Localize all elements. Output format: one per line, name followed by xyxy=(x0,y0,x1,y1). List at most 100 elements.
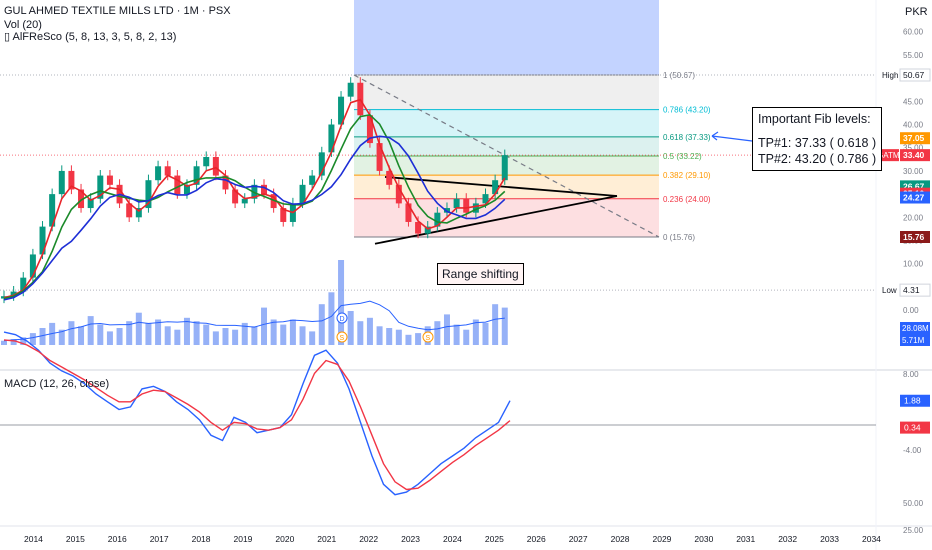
candle-body xyxy=(434,212,441,227)
volume-bar xyxy=(232,329,239,345)
volume-bar xyxy=(212,331,219,345)
note-arrow-head xyxy=(711,131,719,141)
candle-body xyxy=(309,175,316,185)
time-tick-label: 2025 xyxy=(485,534,504,544)
fib-label-0.5: 0.5 (33.22) xyxy=(663,152,702,161)
volume-tag-bg xyxy=(900,322,930,334)
volume-bar xyxy=(183,317,190,345)
candle-body xyxy=(472,203,479,213)
macd-axis-label: 8.00 xyxy=(903,370,919,379)
candle-body xyxy=(366,115,373,144)
volume-bar xyxy=(463,329,470,345)
time-tick-label: 2023 xyxy=(401,534,420,544)
time-tick-label: 2029 xyxy=(653,534,672,544)
candle-body xyxy=(58,170,65,195)
candle-body xyxy=(328,124,335,153)
candle-body xyxy=(280,208,287,222)
volume-bar xyxy=(39,328,46,345)
price-tag-value: 26.67 xyxy=(903,181,925,191)
range-shifting-note: Range shifting xyxy=(437,263,524,285)
price-tick-label: 10.00 xyxy=(903,260,924,269)
candle-body xyxy=(97,175,104,199)
fib-zone-1 xyxy=(354,75,659,110)
macd-line xyxy=(3,331,511,496)
candle-body xyxy=(164,166,171,176)
volume-bar xyxy=(395,329,402,345)
note-arrow-line xyxy=(711,135,753,142)
price-tag-value: 37.05 xyxy=(903,133,925,143)
fib-label-1: 1 (50.67) xyxy=(663,71,695,80)
volume-bar xyxy=(87,316,94,345)
time-tick-label: 2014 xyxy=(24,534,43,544)
time-tick-label: 2027 xyxy=(569,534,588,544)
price-tag-bg xyxy=(899,283,931,297)
macd-value-tag-bg xyxy=(900,394,930,407)
ma-mid-green xyxy=(3,113,506,300)
candle-body xyxy=(203,156,210,167)
candle-body xyxy=(463,198,470,213)
macd-axis-label: 25.00 xyxy=(903,526,924,535)
event-marker-letter: D xyxy=(340,316,345,323)
candle-body xyxy=(174,175,181,195)
signal-value-tag-bg xyxy=(900,421,930,434)
candle-body xyxy=(338,96,345,125)
volume-bar xyxy=(434,321,441,345)
candle-body xyxy=(106,175,113,185)
fib-levels-note: Important Fib levels: TP#1: 37.33 ( 0.618… xyxy=(752,107,883,171)
time-tick-label: 2028 xyxy=(611,534,630,544)
candle-body xyxy=(68,170,75,190)
volume-bar xyxy=(241,322,248,345)
candle-body xyxy=(212,156,219,176)
candle-body xyxy=(126,203,133,218)
event-marker-icon xyxy=(336,331,348,343)
volume-bar xyxy=(453,324,460,345)
price-tick-label: 40.00 xyxy=(903,121,924,130)
time-tick-label: 2018 xyxy=(192,534,211,544)
volume-bar xyxy=(280,324,287,345)
volume-bar xyxy=(482,322,489,345)
price-tag-value: 33.40 xyxy=(903,150,925,160)
event-marker-icon xyxy=(422,331,434,343)
volume-bar xyxy=(116,328,123,345)
volume-bar xyxy=(443,314,450,345)
signal-value-tag: 0.34 xyxy=(904,423,921,433)
fib-zone-0.618 xyxy=(354,136,659,156)
price-tick-label: 30.00 xyxy=(903,167,924,176)
candle-body xyxy=(145,180,152,209)
volume-bar xyxy=(155,319,162,345)
volume-bar xyxy=(338,260,345,345)
alfresco-indicator-name: AlFReSco (5, 8, 13, 3, 5, 8, 2, 13) xyxy=(12,31,177,43)
volume-bar xyxy=(97,324,104,345)
macd-indicator-label[interactable]: MACD (12, 26, close) xyxy=(4,378,110,390)
fib-zone-0.786 xyxy=(354,109,659,137)
time-tick-label: 2019 xyxy=(234,534,253,544)
volume-bar xyxy=(10,339,17,345)
price-tag-bg xyxy=(900,132,930,145)
candle-body xyxy=(405,203,412,222)
volume-bar xyxy=(68,321,75,345)
candle-body xyxy=(482,194,489,204)
volume-bar xyxy=(106,331,113,345)
price-tag-value: 15.76 xyxy=(903,232,925,242)
volume-bar xyxy=(376,326,383,345)
time-tick-label: 2022 xyxy=(359,534,378,544)
time-tick-label: 2031 xyxy=(736,534,755,544)
candle-body xyxy=(443,208,450,213)
candle-body xyxy=(155,166,162,181)
time-tick-label: 2021 xyxy=(317,534,336,544)
alfresco-indicator-label[interactable]: ▯ AlFReSco (5, 8, 13, 3, 5, 8, 2, 13) xyxy=(4,31,176,44)
price-tick-label: 45.00 xyxy=(903,97,924,106)
candle-body xyxy=(39,226,46,255)
candle-body xyxy=(261,184,268,195)
event-marker-letter: S xyxy=(426,335,431,342)
volume-bar xyxy=(1,340,7,345)
candle-body xyxy=(135,208,142,218)
ma-slow-blue xyxy=(3,135,506,301)
time-tick-label: 2024 xyxy=(443,534,462,544)
volume-bar xyxy=(164,326,171,345)
volume-bar xyxy=(289,319,296,345)
event-marker-icon xyxy=(336,312,348,324)
price-tag-value: 24.27 xyxy=(903,193,925,203)
volume-indicator-label[interactable]: Vol (20) xyxy=(4,19,42,31)
